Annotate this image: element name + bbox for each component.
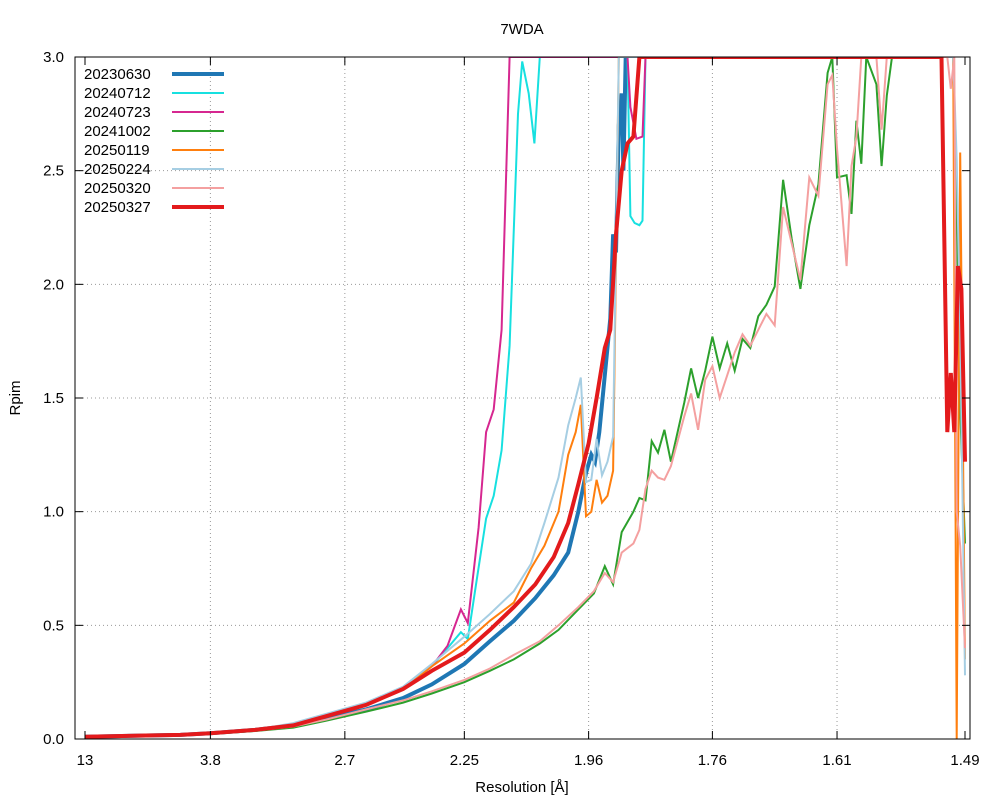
y-tick-label: 1.0 [43,504,64,521]
x-tick-label: 1.61 [822,752,851,769]
x-tick-label: 1.76 [698,752,727,769]
y-tick-label: 2.0 [43,276,64,293]
legend-label-20241002: 20241002 [84,123,151,140]
x-tick-label: 2.25 [450,752,479,769]
grid-lines [75,57,970,739]
series-group [84,57,967,739]
axis-ticks: 13 3.8 2.7 2.25 1.96 1.76 1.61 1.49 0.0 0.5 1.0 1.5… [43,49,979,769]
y-tick-label: 0.5 [43,617,64,634]
y-tick-label: 0.0 [43,731,64,748]
legend-label-20240723: 20240723 [84,104,151,121]
legend-label-20250327: 20250327 [84,199,151,216]
legend-label-20230630: 20230630 [84,66,151,83]
x-tick-label: 2.7 [334,752,355,769]
legend-label-20250224: 20250224 [84,161,151,178]
y-tick-label: 2.5 [43,163,64,180]
x-tick-label: 3.8 [200,752,221,769]
series-line-20241002 [84,57,966,738]
x-tick-label: 1.96 [574,752,603,769]
y-axis-label: Rpim [7,380,24,415]
series-line-20250224 [84,57,966,738]
legend-label-20240712: 20240712 [84,85,151,102]
y-tick-label: 1.5 [43,390,64,407]
series-line-20250320 [84,57,966,738]
legend-label-20250320: 20250320 [84,180,151,197]
legend: 20230630 20240712 20240723 20241002 20250119… [84,66,224,216]
chart-title: 7WDA [500,21,543,38]
series-line-20250327 [84,57,967,739]
series-line-20240712 [84,57,647,738]
x-axis-label: Resolution [Å] [475,779,568,796]
series-line-20230630 [84,57,628,739]
x-tick-label: 1.49 [950,752,979,769]
y-tick-label: 3.0 [43,49,64,66]
series-line-20250119 [84,57,966,739]
legend-label-20250119: 20250119 [84,142,150,159]
series-line-20240723 [84,57,647,738]
x-tick-label: 13 [77,752,94,769]
